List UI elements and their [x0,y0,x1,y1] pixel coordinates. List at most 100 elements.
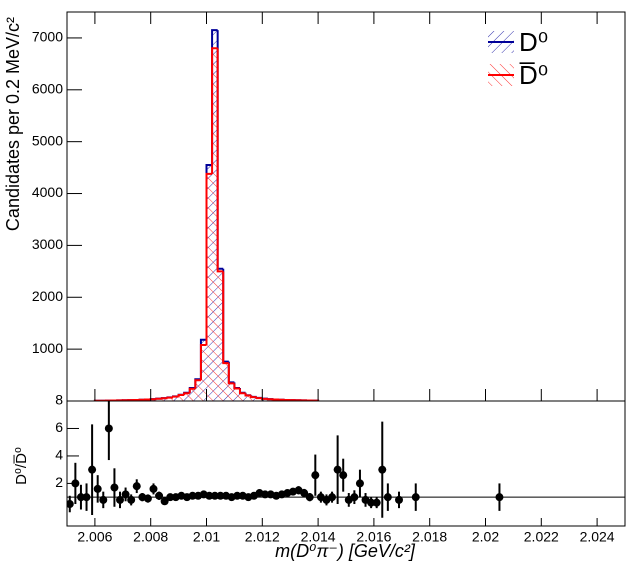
legend-label: D⁰ [519,27,548,57]
y-tick-label: 1000 [32,340,63,356]
data-point [155,491,164,500]
legend: D⁰ D̅⁰ [488,27,548,90]
data-point [395,495,404,504]
bar [156,398,162,401]
bar [251,397,257,401]
bar [234,388,240,401]
x-tick-label: 2.024 [580,529,615,545]
data-point [300,489,309,498]
data-point [88,465,97,474]
bar-outline [244,393,252,397]
x-tick-label: 2.02 [472,529,499,545]
bar [178,395,185,401]
bar-outline [227,363,235,385]
data-point [411,493,420,502]
bar [195,380,201,401]
bar-outline [233,383,240,390]
data-point [350,493,359,502]
ratio-y-tick-label: 2 [55,474,63,490]
bar [173,396,179,401]
x-tick-label: 2.008 [133,529,168,545]
bar-outline [255,397,263,400]
bar [184,393,190,401]
y-tick-label: 7000 [32,29,63,45]
bar [245,395,252,401]
ratio-y-tick-label: 4 [55,447,63,463]
bar [239,393,246,401]
data-point [116,495,125,504]
bar-outline [211,47,218,174]
data-point [143,494,152,503]
data-point [495,493,504,502]
x-tick-label: 2.016 [356,529,391,545]
data-point [67,500,74,509]
ratio-y-tick-label: 6 [55,419,63,435]
top-plot-area [93,29,320,401]
x-tick-label: 2.01 [193,529,220,545]
data-point [76,493,85,502]
data-point [210,491,219,500]
data-point [205,491,214,500]
y-tick-label: 5000 [32,132,63,148]
bar [212,48,218,401]
data-point [93,484,102,493]
data-point [333,465,342,474]
data-point [160,497,169,506]
data-point [149,484,158,493]
bar [217,271,224,401]
data-point [383,493,392,502]
bar [262,398,268,401]
x-axis-title: m(D⁰π⁻) [GeV/c²] [275,541,416,561]
bar [189,388,196,401]
data-point [305,493,314,502]
x-tick-label: 2.006 [77,529,112,545]
data-point [367,498,376,507]
bar-outline [250,395,257,399]
bar [167,397,174,401]
y-tick-label: 6000 [32,81,63,97]
data-point [261,490,270,499]
bar [256,398,263,401]
bar-outline [166,396,174,399]
data-point [233,491,242,500]
data-point [378,465,387,474]
axes: 1000 2000 3000 4000 5000 6000 7000 2 4 6 8 2.006 2.0… [32,12,615,545]
data-point [355,479,364,488]
data-point [82,493,91,502]
data-point [328,493,337,502]
ratio-plot-area [67,401,625,518]
x-tick-label: 2.022 [524,529,559,545]
bar-outline [177,394,185,397]
bar [223,363,229,401]
bar-outline [188,387,196,394]
ratio-y-axis-title: D⁰/D̅⁰ [13,447,30,485]
bar-outline [261,397,268,400]
data-point [99,495,108,504]
bar [200,344,207,401]
data-point [188,491,197,500]
bar-outline [205,172,213,345]
y-tick-label: 2000 [32,288,63,304]
bar-outline [172,395,179,398]
y-axis-title: Candidates per 0.2 MeV/c² [3,17,23,231]
bar-outline [222,271,229,365]
data-point [121,490,130,499]
bar-outline [183,392,190,396]
ratio-frame [66,400,626,527]
bar-outline [194,379,201,389]
y-tick-label: 3000 [32,236,63,252]
bar [161,398,168,401]
y-tick-label: 4000 [32,184,63,200]
data-point [104,424,113,433]
bar-outline [199,343,207,381]
data-point [339,471,348,480]
x-tick-label: 2.012 [245,529,280,545]
data-point [216,491,225,500]
bar-outline [216,48,224,273]
bar [228,383,235,401]
x-tick-label: 2.018 [412,529,447,545]
ratio-y-tick-label: 8 [55,392,63,408]
data-point [132,482,141,491]
bar [206,173,213,401]
legend-label: D̅⁰ [519,60,548,90]
